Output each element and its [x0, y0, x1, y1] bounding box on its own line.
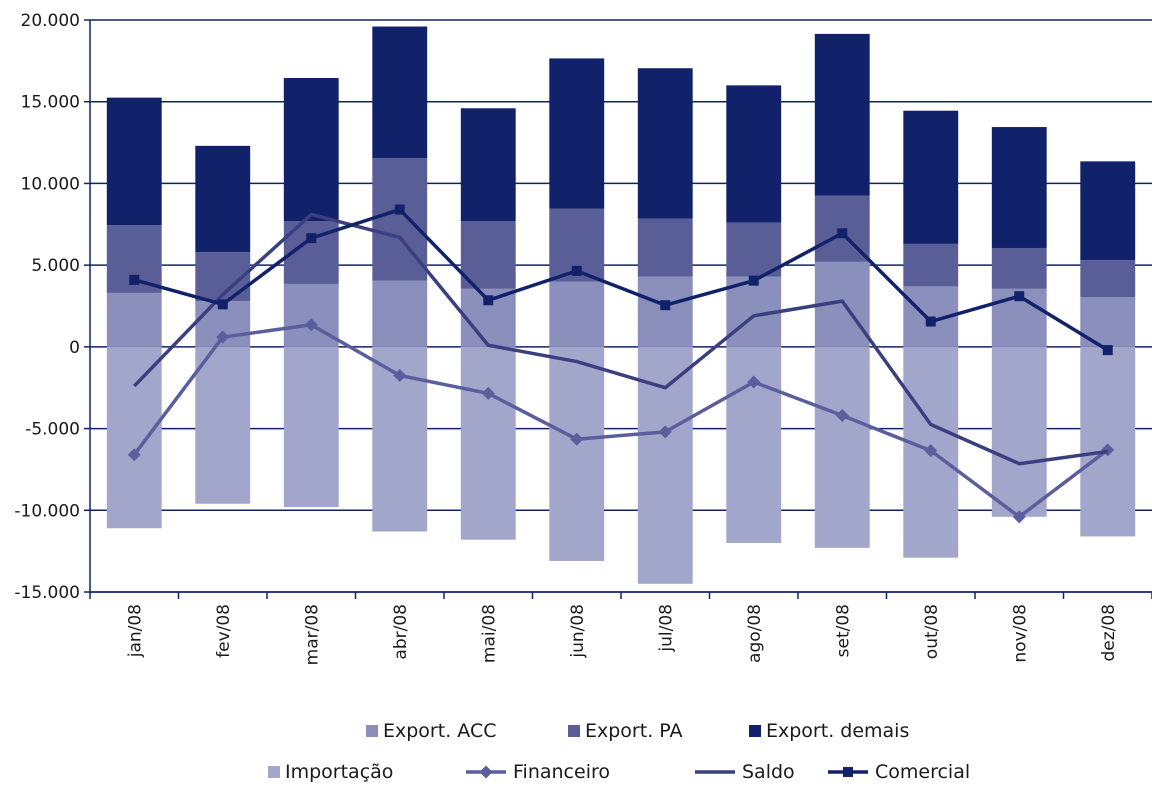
x-tick-label-mar-08: mar/08 [302, 604, 322, 665]
bar-importacao-jan-08 [106, 346, 162, 529]
y-tick-label-1: 15.000 [21, 93, 80, 113]
point-comercial-nov-08 [1014, 291, 1025, 302]
legend-swatch-export-demais [749, 725, 761, 737]
y-tick-labels: 20.000 15.000 10.000 5.000 0 -5.000 -10.000 -15… [14, 11, 80, 603]
legend-swatch-importacao [268, 766, 280, 778]
bar-export-demais-mar-08 [283, 78, 339, 222]
legend-swatch-export-acc [366, 725, 378, 737]
point-financeiro-abr-08 [393, 368, 407, 382]
bar-importacao-mai-08 [460, 346, 516, 540]
point-financeiro-jan-08 [127, 448, 141, 462]
bar-export-demais-out-08 [903, 110, 959, 244]
legend-marker-financeiro [479, 765, 493, 779]
point-comercial-mai-08 [483, 295, 494, 306]
point-comercial-dez-08 [1102, 345, 1113, 356]
bar-export-acc-abr-08 [372, 280, 428, 347]
bar-importacao-mar-08 [283, 346, 339, 508]
point-financeiro-set-08 [835, 408, 849, 422]
point-comercial-jun-08 [571, 265, 582, 276]
x-tick-label-jan-08: jan/08 [125, 604, 145, 658]
point-comercial-jan-08 [129, 274, 140, 285]
bar-importacao-jun-08 [549, 346, 605, 561]
legend-label-financeiro: Financeiro [513, 761, 610, 783]
bar-export-demais-jul-08 [637, 68, 693, 219]
point-financeiro-fev-08 [216, 330, 230, 344]
bar-export-pa-out-08 [903, 243, 959, 287]
legend-label-comercial: Comercial [875, 761, 970, 783]
x-tick-label-set-08: set/08 [833, 604, 853, 657]
legend-label-export-acc: Export. ACC [383, 720, 496, 742]
series-lines [127, 204, 1115, 524]
point-comercial-jul-08 [660, 300, 671, 311]
bar-export-pa-mai-08 [460, 221, 516, 289]
point-comercial-set-08 [837, 228, 848, 239]
x-tick-label-mai-08: mai/08 [479, 604, 499, 663]
bar-export-demais-abr-08 [372, 26, 428, 159]
bar-export-demais-jan-08 [106, 97, 162, 226]
y-tick-label-7: -15.000 [14, 583, 80, 603]
point-comercial-mar-08 [306, 233, 317, 244]
bar-export-acc-jun-08 [549, 281, 605, 347]
bar-export-acc-jul-08 [637, 276, 693, 347]
point-financeiro-jul-08 [658, 425, 672, 439]
bar-export-demais-nov-08 [991, 127, 1047, 248]
point-comercial-fev-08 [217, 299, 228, 310]
bars [106, 26, 1136, 584]
point-financeiro-nov-08 [1012, 510, 1026, 524]
axes [84, 19, 1152, 599]
legend-label-export-demais: Export. demais [766, 720, 909, 742]
legend-marker-comercial [843, 767, 853, 777]
line-financeiro [132, 323, 1109, 519]
x-tick-label-ago-08: ago/08 [745, 604, 765, 663]
y-tick-label-2: 10.000 [21, 174, 80, 194]
bar-importacao-fev-08 [195, 346, 251, 504]
bar-export-pa-nov-08 [991, 247, 1047, 289]
x-tick-label-dez-08: dez/08 [1099, 604, 1119, 662]
point-comercial-out-08 [925, 316, 936, 327]
bar-export-demais-dez-08 [1080, 161, 1136, 261]
line-saldo [132, 212, 1108, 466]
point-comercial-abr-08 [394, 204, 405, 215]
legend-label-export-pa: Export. PA [585, 720, 683, 742]
bar-export-pa-jul-08 [637, 218, 693, 277]
x-tick-labels: jan/08 fev/08 mar/08 abr/08 mai/08 jun/08 jul/… [125, 604, 1119, 665]
line-comercial [133, 207, 1109, 352]
point-financeiro-jun-08 [570, 432, 584, 446]
grid-lines [90, 19, 1152, 593]
point-financeiro-mar-08 [304, 318, 318, 332]
bar-export-acc-jan-08 [106, 292, 162, 347]
y-tick-label-6: -10.000 [14, 501, 80, 521]
x-tick-label-nov-08: nov/08 [1010, 604, 1030, 663]
legend: Export. ACC Export. PA Export. demais Impor… [268, 720, 970, 783]
legend-swatch-export-pa [568, 725, 580, 737]
bar-importacao-set-08 [814, 346, 870, 548]
x-tick-label-jun-08: jun/08 [568, 604, 588, 659]
bar-importacao-nov-08 [991, 346, 1047, 517]
y-tick-label-5: -5.000 [25, 420, 80, 440]
point-financeiro-ago-08 [747, 375, 761, 389]
point-financeiro-out-08 [924, 444, 938, 458]
bar-export-demais-ago-08 [726, 85, 782, 223]
bar-export-demais-jun-08 [549, 58, 605, 209]
legend-label-saldo: Saldo [742, 761, 795, 783]
x-tick-label-jul-08: jul/08 [656, 604, 676, 653]
legend-label-importacao: Importação [285, 761, 393, 783]
x-tick-label-abr-08: abr/08 [391, 604, 411, 660]
bar-export-demais-fev-08 [195, 145, 251, 253]
y-tick-label-4: 0 [69, 338, 80, 358]
bar-export-pa-dez-08 [1080, 260, 1136, 298]
x-tick-label-fev-08: fev/08 [214, 604, 234, 658]
point-comercial-ago-08 [748, 275, 759, 286]
bar-export-demais-set-08 [814, 33, 870, 196]
x-tick-label-out-08: out/08 [922, 604, 942, 659]
y-tick-label-3: 5.000 [31, 256, 80, 276]
bar-importacao-dez-08 [1080, 346, 1136, 537]
y-tick-label-0: 20.000 [21, 11, 80, 31]
bar-export-demais-mai-08 [460, 108, 516, 222]
point-financeiro-mai-08 [481, 386, 495, 400]
bar-export-pa-ago-08 [726, 222, 782, 277]
